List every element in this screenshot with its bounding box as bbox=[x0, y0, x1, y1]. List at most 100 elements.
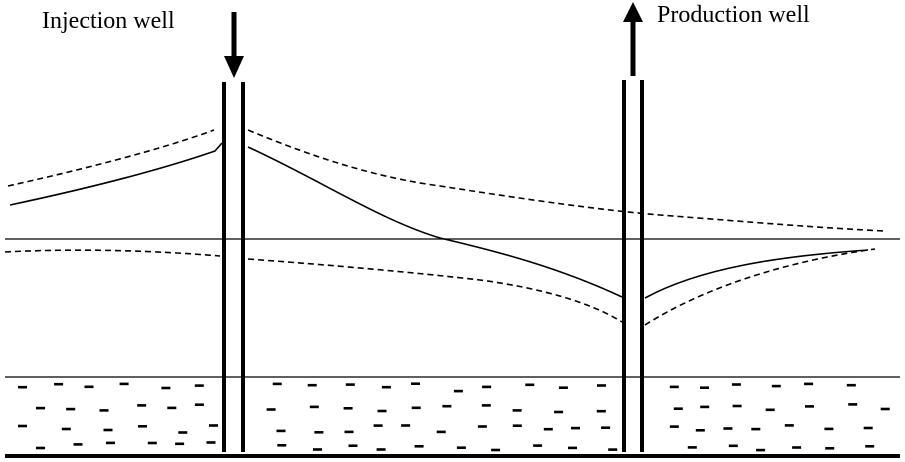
layer-dash bbox=[376, 448, 386, 451]
layer-dash bbox=[411, 406, 421, 410]
front-solid-curve-left bbox=[9, 142, 223, 206]
layer-dash bbox=[558, 386, 568, 389]
layer-dash bbox=[345, 383, 355, 386]
layer-dash bbox=[381, 385, 391, 389]
front-solid-curve-production bbox=[644, 249, 869, 299]
layer-dash bbox=[695, 429, 705, 432]
lower-dashed-curve-right bbox=[247, 258, 623, 323]
lower-dashed-curve-left bbox=[4, 249, 221, 257]
upper-dashed-curve-left bbox=[7, 129, 215, 187]
layer-dash bbox=[343, 407, 353, 410]
layer-dash bbox=[206, 441, 216, 444]
layer-dash bbox=[669, 425, 679, 428]
layer-dash bbox=[756, 448, 766, 452]
layer-dash bbox=[453, 389, 463, 393]
layer-dash bbox=[348, 444, 358, 447]
layer-dash bbox=[608, 448, 618, 451]
layer-dash bbox=[344, 430, 354, 434]
layer-dash bbox=[442, 404, 452, 408]
layer-dash bbox=[436, 430, 446, 434]
layer-dash bbox=[411, 382, 420, 385]
layer-dash bbox=[377, 409, 387, 413]
layer-dash bbox=[61, 427, 71, 431]
layer-dash bbox=[314, 431, 324, 434]
layer-dash bbox=[751, 427, 761, 431]
layer-dash bbox=[54, 382, 64, 386]
layer-dash bbox=[373, 424, 383, 427]
layer-dash bbox=[824, 427, 834, 431]
injection-well-label: Injection well bbox=[42, 8, 175, 34]
layer-dash bbox=[784, 424, 794, 427]
layer-dash bbox=[307, 383, 317, 387]
layer-dash bbox=[805, 405, 814, 408]
layer-dash bbox=[596, 409, 606, 413]
upper-dashed-curve-right bbox=[247, 129, 886, 232]
layer-dash bbox=[865, 445, 875, 448]
layer-dash bbox=[194, 403, 204, 406]
layer-dash bbox=[543, 427, 553, 431]
layer-dash bbox=[525, 383, 535, 387]
layer-dash bbox=[73, 443, 83, 446]
layer-dash bbox=[771, 384, 781, 388]
layer-dash bbox=[863, 426, 873, 430]
layer-dash bbox=[477, 425, 487, 428]
layer-dash bbox=[687, 446, 697, 449]
layer-dash bbox=[765, 408, 775, 412]
layer-dash bbox=[36, 406, 45, 410]
layer-dash bbox=[846, 383, 856, 387]
layer-dash bbox=[66, 407, 76, 411]
layer-dash bbox=[137, 404, 147, 407]
layer-dash bbox=[804, 382, 814, 386]
layer-dash bbox=[533, 444, 543, 447]
layer-dash bbox=[731, 383, 741, 386]
layer-dash bbox=[401, 424, 411, 427]
layer-dash bbox=[669, 385, 679, 389]
layer-dash bbox=[512, 409, 522, 412]
layer-dash bbox=[456, 446, 466, 449]
layer-dash bbox=[18, 424, 27, 428]
layer-dash bbox=[84, 385, 94, 389]
layer-dash bbox=[414, 445, 424, 448]
layer-dash bbox=[147, 441, 157, 445]
injection-well bbox=[222, 82, 245, 452]
layer-dash bbox=[272, 382, 282, 386]
layer-dash bbox=[732, 404, 742, 408]
layer-dash bbox=[601, 426, 611, 429]
layer-dash bbox=[266, 408, 276, 411]
layer-dash bbox=[571, 426, 580, 430]
layer-dash bbox=[161, 386, 171, 390]
layer-dash bbox=[723, 427, 733, 430]
layer-dash bbox=[481, 404, 491, 407]
layer-dash bbox=[103, 428, 113, 432]
layer-dash bbox=[309, 405, 319, 409]
layer-dash bbox=[209, 424, 218, 427]
front-solid-curve-right bbox=[247, 146, 623, 298]
injection-arrow-down-icon bbox=[224, 12, 244, 78]
underlying-layer-pattern bbox=[18, 382, 890, 452]
layer-dash bbox=[728, 444, 738, 448]
layer-dash bbox=[119, 382, 129, 386]
production-well-label: Production well bbox=[657, 2, 810, 28]
layer-dash bbox=[276, 429, 286, 433]
layer-dash bbox=[106, 441, 115, 445]
layer-dash bbox=[277, 444, 287, 447]
layer-dash bbox=[18, 385, 27, 389]
layer-dash bbox=[482, 385, 492, 389]
layer-dash bbox=[167, 406, 177, 410]
layer-dash bbox=[178, 431, 188, 434]
layer-dash bbox=[138, 425, 147, 428]
layer-dash bbox=[175, 442, 185, 446]
layer-dash bbox=[880, 407, 890, 411]
layer-dash bbox=[700, 386, 709, 389]
layer-dash bbox=[512, 424, 522, 427]
layer-dash bbox=[194, 384, 204, 387]
layer-dash bbox=[700, 405, 710, 409]
layer-dash bbox=[36, 446, 45, 450]
layer-dash bbox=[597, 384, 606, 387]
production-well bbox=[622, 80, 644, 452]
layer-dash bbox=[313, 448, 322, 451]
layer-dash bbox=[673, 407, 683, 410]
layer-dash bbox=[491, 448, 501, 452]
layer-dash bbox=[554, 410, 564, 414]
